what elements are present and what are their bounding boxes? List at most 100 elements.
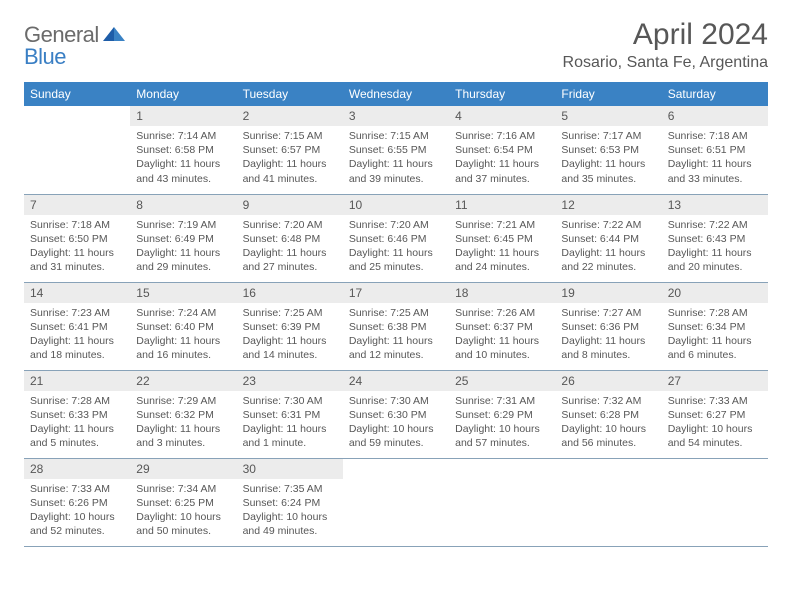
sunrise-text: Sunrise: 7:22 AM	[561, 218, 655, 232]
calendar-week-row: 14Sunrise: 7:23 AMSunset: 6:41 PMDayligh…	[24, 282, 768, 370]
sunrise-text: Sunrise: 7:33 AM	[668, 394, 762, 408]
sunset-text: Sunset: 6:39 PM	[243, 320, 337, 334]
calendar-empty-cell	[555, 458, 661, 546]
day-number: 21	[24, 371, 130, 391]
day-details: Sunrise: 7:31 AMSunset: 6:29 PMDaylight:…	[449, 391, 555, 457]
day-details: Sunrise: 7:34 AMSunset: 6:25 PMDaylight:…	[130, 479, 236, 545]
sunrise-text: Sunrise: 7:31 AM	[455, 394, 549, 408]
day-header: Monday	[130, 82, 236, 106]
calendar-day-cell: 23Sunrise: 7:30 AMSunset: 6:31 PMDayligh…	[237, 370, 343, 458]
calendar-empty-cell	[24, 106, 130, 194]
sunset-text: Sunset: 6:44 PM	[561, 232, 655, 246]
calendar-empty-cell	[343, 458, 449, 546]
daylight-text: Daylight: 11 hours and 16 minutes.	[136, 334, 230, 362]
day-details: Sunrise: 7:18 AMSunset: 6:51 PMDaylight:…	[662, 126, 768, 192]
daylight-text: Daylight: 11 hours and 27 minutes.	[243, 246, 337, 274]
calendar-week-row: 1Sunrise: 7:14 AMSunset: 6:58 PMDaylight…	[24, 106, 768, 194]
sunrise-text: Sunrise: 7:21 AM	[455, 218, 549, 232]
calendar-day-cell: 24Sunrise: 7:30 AMSunset: 6:30 PMDayligh…	[343, 370, 449, 458]
sunrise-text: Sunrise: 7:30 AM	[349, 394, 443, 408]
logo-text-blue: Blue	[24, 44, 66, 69]
daylight-text: Daylight: 11 hours and 18 minutes.	[30, 334, 124, 362]
sunset-text: Sunset: 6:41 PM	[30, 320, 124, 334]
sunset-text: Sunset: 6:58 PM	[136, 143, 230, 157]
sunset-text: Sunset: 6:25 PM	[136, 496, 230, 510]
sunset-text: Sunset: 6:36 PM	[561, 320, 655, 334]
daylight-text: Daylight: 11 hours and 14 minutes.	[243, 334, 337, 362]
day-details: Sunrise: 7:32 AMSunset: 6:28 PMDaylight:…	[555, 391, 661, 457]
sunset-text: Sunset: 6:27 PM	[668, 408, 762, 422]
day-header: Wednesday	[343, 82, 449, 106]
daylight-text: Daylight: 11 hours and 29 minutes.	[136, 246, 230, 274]
sunset-text: Sunset: 6:37 PM	[455, 320, 549, 334]
sunrise-text: Sunrise: 7:26 AM	[455, 306, 549, 320]
day-details: Sunrise: 7:26 AMSunset: 6:37 PMDaylight:…	[449, 303, 555, 369]
day-number: 20	[662, 283, 768, 303]
daylight-text: Daylight: 11 hours and 43 minutes.	[136, 157, 230, 185]
sunset-text: Sunset: 6:49 PM	[136, 232, 230, 246]
day-number: 15	[130, 283, 236, 303]
daylight-text: Daylight: 11 hours and 31 minutes.	[30, 246, 124, 274]
day-number: 2	[237, 106, 343, 126]
daylight-text: Daylight: 11 hours and 20 minutes.	[668, 246, 762, 274]
sunrise-text: Sunrise: 7:29 AM	[136, 394, 230, 408]
calendar-week-row: 21 Sunrise: 7:28 AMSunset: 6:33 PM Dayligh…	[24, 370, 768, 458]
daylight-text: Daylight: 11 hours and 39 minutes.	[349, 157, 443, 185]
calendar-day-cell: 13Sunrise: 7:22 AMSunset: 6:43 PMDayligh…	[662, 194, 768, 282]
day-details: Sunrise: 7:33 AMSunset: 6:27 PMDaylight:…	[662, 391, 768, 457]
daylight-text: Daylight: 11 hours and 1 minute.	[243, 422, 337, 450]
sunrise-text: Sunrise: 7:28 AM	[30, 394, 124, 408]
day-number: 29	[130, 459, 236, 479]
day-number: 7	[24, 195, 130, 215]
calendar-day-cell: 5Sunrise: 7:17 AMSunset: 6:53 PMDaylight…	[555, 106, 661, 194]
day-details: Sunrise: 7:29 AMSunset: 6:32 PMDaylight:…	[130, 391, 236, 457]
calendar-header-row: SundayMondayTuesdayWednesdayThursdayFrid…	[24, 82, 768, 106]
day-details: Sunrise: 7:20 AMSunset: 6:48 PMDaylight:…	[237, 215, 343, 281]
day-details: Sunrise: 7:28 AMSunset: 6:34 PMDaylight:…	[662, 303, 768, 369]
day-details: Sunrise: 7:25 AMSunset: 6:38 PMDaylight:…	[343, 303, 449, 369]
sunset-text: Sunset: 6:33 PM	[30, 408, 124, 422]
sunrise-text: Sunrise: 7:20 AM	[349, 218, 443, 232]
calendar-day-cell: 2Sunrise: 7:15 AMSunset: 6:57 PMDaylight…	[237, 106, 343, 194]
day-details: Sunrise: 7:30 AMSunset: 6:30 PMDaylight:…	[343, 391, 449, 457]
daylight-text: Daylight: 10 hours and 59 minutes.	[349, 422, 443, 450]
sunset-text: Sunset: 6:32 PM	[136, 408, 230, 422]
title-location: Rosario, Santa Fe, Argentina	[563, 54, 768, 72]
daylight-text: Daylight: 11 hours and 10 minutes.	[455, 334, 549, 362]
day-number: 5	[555, 106, 661, 126]
calendar-day-cell: 16Sunrise: 7:25 AMSunset: 6:39 PMDayligh…	[237, 282, 343, 370]
sunrise-text: Sunrise: 7:18 AM	[668, 129, 762, 143]
sunset-text: Sunset: 6:53 PM	[561, 143, 655, 157]
daylight-text: Daylight: 11 hours and 24 minutes.	[455, 246, 549, 274]
sunset-text: Sunset: 6:50 PM	[30, 232, 124, 246]
day-number: 22	[130, 371, 236, 391]
day-details: Sunrise: 7:35 AMSunset: 6:24 PMDaylight:…	[237, 479, 343, 545]
sunset-text: Sunset: 6:40 PM	[136, 320, 230, 334]
calendar-empty-cell	[449, 458, 555, 546]
sunset-text: Sunset: 6:54 PM	[455, 143, 549, 157]
day-number: 3	[343, 106, 449, 126]
day-details: Sunrise: 7:17 AMSunset: 6:53 PMDaylight:…	[555, 126, 661, 192]
day-number: 12	[555, 195, 661, 215]
day-details: Sunrise: 7:20 AMSunset: 6:46 PMDaylight:…	[343, 215, 449, 281]
logo-blue-row: Blue	[24, 44, 66, 70]
day-number: 13	[662, 195, 768, 215]
calendar-day-cell: 3Sunrise: 7:15 AMSunset: 6:55 PMDaylight…	[343, 106, 449, 194]
sunrise-text: Sunrise: 7:35 AM	[243, 482, 337, 496]
logo-triangle-icon	[103, 25, 125, 46]
title-block: April 2024 Rosario, Santa Fe, Argentina	[563, 18, 768, 72]
day-details: Sunrise: 7:23 AMSunset: 6:41 PMDaylight:…	[24, 303, 130, 369]
calendar-table: SundayMondayTuesdayWednesdayThursdayFrid…	[24, 82, 768, 547]
calendar-day-cell: 1Sunrise: 7:14 AMSunset: 6:58 PMDaylight…	[130, 106, 236, 194]
daylight-text: Daylight: 11 hours and 41 minutes.	[243, 157, 337, 185]
calendar-day-cell: 25Sunrise: 7:31 AMSunset: 6:29 PMDayligh…	[449, 370, 555, 458]
daylight-text: Daylight: 10 hours and 56 minutes.	[561, 422, 655, 450]
sunset-text: Sunset: 6:46 PM	[349, 232, 443, 246]
daylight-text: Daylight: 11 hours and 25 minutes.	[349, 246, 443, 274]
daylight-text: Daylight: 10 hours and 52 minutes.	[30, 510, 124, 538]
day-details: Sunrise: 7:22 AMSunset: 6:44 PMDaylight:…	[555, 215, 661, 281]
day-details: Sunrise: 7:14 AMSunset: 6:58 PMDaylight:…	[130, 126, 236, 192]
sunset-text: Sunset: 6:43 PM	[668, 232, 762, 246]
day-header: Saturday	[662, 82, 768, 106]
day-details: Sunrise: 7:30 AMSunset: 6:31 PMDaylight:…	[237, 391, 343, 457]
